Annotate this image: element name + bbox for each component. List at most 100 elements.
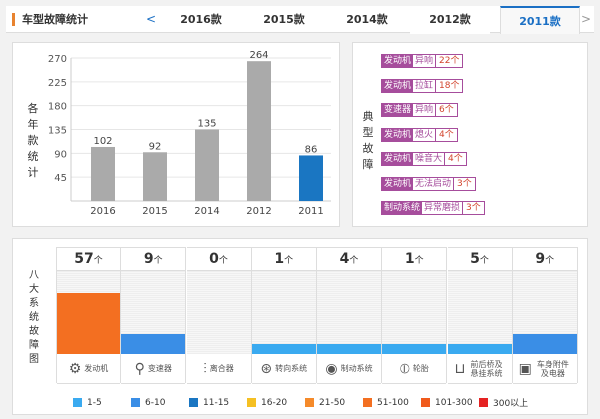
unit: 个 (218, 256, 228, 266)
unit: 个 (93, 256, 103, 266)
system-bar (512, 334, 577, 354)
system-count: 1 (404, 251, 415, 267)
legend-swatch (131, 398, 140, 407)
typical-faults-panel: 典型故障 发动机 异响 22个 发动机 拉缸 18个 变速器 异响 6个 发动机… (352, 42, 588, 227)
system-column[interactable]: 1个 ⦶ 轮胎 (382, 247, 448, 384)
data-label: 135 (197, 119, 216, 130)
tab-2012[interactable]: 2012款 (410, 6, 490, 34)
system-column[interactable]: 5个 ⊔ 前后桥及悬挂系统 (447, 247, 513, 384)
legend-label: 1-5 (87, 397, 102, 408)
legend-item: 51-100 (363, 396, 421, 409)
fault-problem: 异响 (413, 55, 437, 67)
section-title: 车型故障统计 (12, 13, 88, 26)
tab-2011[interactable]: 2011款 (500, 6, 580, 34)
legend-item: 6-10 (131, 396, 189, 409)
legend-item: 21-50 (305, 396, 363, 409)
clutch-icon: ⫶ (203, 360, 207, 377)
system-count: 9 (535, 251, 546, 267)
systems-label: 八大系统故障图 (29, 270, 39, 365)
system-name: 制动系统 (340, 364, 373, 373)
legend-label: 51-100 (377, 397, 409, 408)
fault-tag[interactable]: 发动机 拉缸 18个 (381, 78, 464, 93)
data-label: 86 (305, 144, 318, 155)
system-count: 9 (143, 251, 154, 267)
system-column[interactable]: 9个 ▣ 车身附件及电器 (512, 247, 578, 384)
unit: 个 (349, 256, 359, 266)
legend-swatch (363, 398, 372, 407)
fault-tag[interactable]: 变速器 异响 6个 (381, 103, 458, 117)
fault-system: 变速器 (382, 104, 414, 116)
fault-count: 3个 (466, 203, 481, 213)
fault-count: 4个 (448, 154, 463, 164)
unit: 个 (284, 256, 294, 266)
prev-arrow-button[interactable]: < (146, 12, 157, 26)
tab-2015[interactable]: 2015款 (263, 13, 305, 26)
fault-count: 22个 (439, 56, 460, 66)
fault-problem: 异常磨损 (422, 202, 464, 214)
legend-label: 101-300 (435, 397, 473, 408)
system-column[interactable]: 0个 ⫶ 离合器 (186, 247, 252, 384)
y-tick-label: 45 (54, 173, 67, 184)
fault-problem: 异响 (413, 104, 437, 116)
fault-tag[interactable]: 发动机 熄火 4个 (381, 127, 458, 142)
system-bar (57, 293, 120, 354)
next-arrow-button[interactable]: > (581, 12, 592, 26)
fault-system: 发动机 (382, 128, 414, 141)
fault-tag[interactable]: 制动系统 异常磨损 3个 (381, 201, 485, 215)
fault-count: 6个 (439, 105, 454, 115)
y-tick-label: 270 (48, 54, 67, 65)
unit: 个 (479, 256, 489, 266)
year-bar-chart: 45 90 135 180 225 270 102 2016 92 2015 135 2014 264 2… (48, 50, 331, 217)
system-bar (447, 344, 512, 354)
system-name: 发动机 (84, 364, 109, 373)
fault-system: 发动机 (382, 153, 414, 165)
tab-2014[interactable]: 2014款 (346, 13, 388, 26)
system-count: 4 (339, 251, 350, 267)
y-tick-label: 135 (48, 126, 67, 137)
bar-2015 (143, 152, 167, 201)
x-tick-label: 2014 (194, 206, 219, 217)
legend-label: 11-15 (203, 397, 230, 408)
fault-count: 18个 (439, 80, 460, 91)
fault-system: 制动系统 (382, 202, 423, 214)
system-name: 离合器 (209, 364, 234, 373)
system-name: 车身附件及电器 (536, 359, 569, 378)
steering-wheel-icon: ⊛ (260, 360, 273, 377)
system-count: 5 (470, 251, 480, 267)
legend-swatch (479, 398, 488, 407)
system-bar (317, 344, 381, 354)
legend-swatch (73, 398, 82, 407)
legend-label: 6-10 (145, 397, 166, 408)
fault-tag[interactable]: 发动机 无法启动 3个 (381, 176, 476, 191)
system-column[interactable]: 57个 ⚙ 发动机 (56, 247, 121, 384)
year-chart-panel: 各年款统计 45 90 135 180 225 270 102 2016 92 2015 135 20… (12, 42, 340, 227)
system-column[interactable]: 1个 ⊛ 转向系统 (251, 247, 317, 384)
fault-system: 发动机 (382, 79, 414, 92)
legend-item: 101-300 (421, 396, 479, 409)
legend-label: 16-20 (261, 397, 288, 408)
fault-problem: 熄火 (413, 128, 437, 141)
system-column[interactable]: 9个 ⚲ 变速器 (121, 247, 187, 384)
unit: 个 (545, 256, 555, 266)
y-tick-label: 180 (48, 102, 67, 113)
systems-panel: 八大系统故障图 57个 ⚙ 发动机 9个 ⚲ 变速器 0个 ⫶ 离合器 1个 ⊛ 转向系… (12, 238, 588, 415)
unit: 个 (153, 256, 163, 266)
system-bar (251, 344, 316, 354)
tab-2016[interactable]: 2016款 (180, 13, 222, 26)
fault-tag[interactable]: 发动机 异响 22个 (381, 54, 464, 68)
data-label: 92 (149, 141, 162, 152)
system-count: 57 (74, 251, 94, 267)
fault-count: 4个 (439, 129, 454, 140)
fault-tag[interactable]: 发动机 噪音大 4个 (381, 152, 467, 166)
system-column[interactable]: 4个 ◉ 制动系统 (317, 247, 382, 384)
bar-2014 (195, 129, 219, 201)
legend-swatch (305, 398, 314, 407)
typical-faults-label: 典型故障 (362, 110, 374, 171)
fault-problem: 无法启动 (413, 177, 455, 190)
unit: 个 (414, 256, 424, 266)
system-bar (121, 334, 186, 354)
x-tick-label: 2016 (90, 206, 115, 217)
legend-swatch (189, 398, 198, 407)
legend-swatch (421, 398, 430, 407)
bar-2016 (91, 146, 115, 201)
